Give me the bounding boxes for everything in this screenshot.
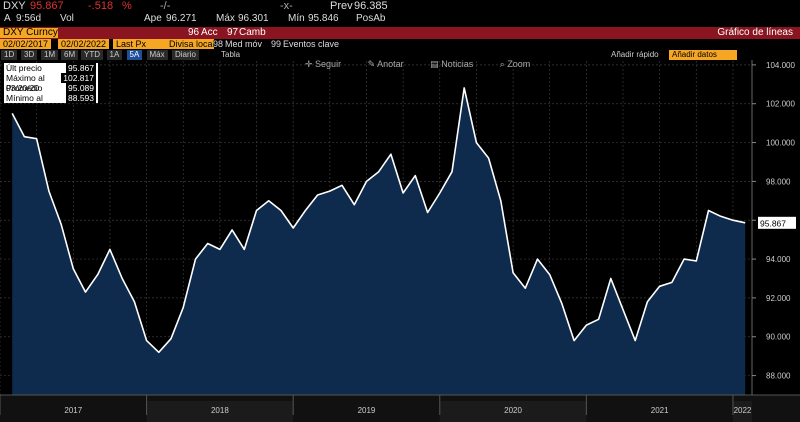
last-price-label: 95.867: [760, 218, 786, 228]
period-row: 1D 3D 1M 6M YTD 1A 5A Máx Diario Tabla Añadir rá…: [0, 50, 800, 60]
stat-row-last: Últ precio 95.867: [4, 63, 98, 73]
period-ytd[interactable]: YTD: [81, 50, 103, 60]
period-1d[interactable]: 1D: [1, 50, 18, 60]
change-pct: %: [122, 0, 132, 12]
period-6m[interactable]: 6M: [61, 50, 79, 60]
stat-label: Últ precio: [6, 63, 42, 73]
year-band: [146, 401, 294, 422]
x-axis-band: [0, 395, 800, 422]
add-data-button[interactable]: Añadir datos: [669, 50, 737, 60]
y-tick-label: 98.000: [766, 177, 791, 186]
controls-row: 02/02/2017 02/02/2022 Last Px Divisa loc…: [0, 39, 800, 50]
stat-value: 88.593: [66, 93, 96, 103]
period-5a[interactable]: 5A: [126, 50, 143, 60]
zoom-button[interactable]: ⌕ Zoom: [499, 59, 531, 69]
prev-value: 96.385: [354, 0, 388, 12]
start-date-field[interactable]: 02/02/2017: [0, 39, 52, 49]
stat-value: 102.817: [61, 73, 96, 83]
action-number-97: 97: [227, 27, 239, 38]
news-label: Noticias: [441, 59, 474, 69]
open-label: Ape: [144, 13, 162, 24]
open-value: 96.271: [166, 13, 197, 24]
currency-selector[interactable]: Divisa local: [166, 39, 215, 49]
year-band: [439, 401, 587, 422]
option-number-99: 99: [271, 39, 282, 49]
option-number-98: 98: [213, 39, 224, 49]
posab-label: PosAb: [356, 13, 386, 24]
news-button[interactable]: ▤ Noticias: [430, 59, 474, 69]
high-value: 96.301: [238, 13, 269, 24]
period-3d[interactable]: 3D: [21, 50, 38, 60]
stat-label: Promedio: [6, 83, 43, 93]
stat-row-average: Promedio 95.089: [4, 83, 98, 93]
price-line: [11, 87, 746, 354]
chart-title: Gráfico de líneas: [717, 27, 793, 38]
table-button[interactable]: Tabla: [221, 50, 241, 59]
x-tick-label: 2020: [504, 406, 522, 415]
change-menu[interactable]: Camb: [239, 27, 266, 38]
action-number-96: 96: [188, 27, 200, 38]
area-fill: [12, 87, 746, 396]
moving-average-toggle[interactable]: Med móv: [225, 39, 263, 49]
low-value: 95.846: [308, 13, 339, 24]
follow-label: Seguir: [315, 59, 342, 69]
key-events-toggle[interactable]: Eventos clave: [283, 39, 340, 49]
y-tick-label: 102.000: [766, 100, 795, 109]
y-tick-label: 100.000: [766, 139, 795, 148]
y-tick-label: 104.000: [766, 61, 795, 70]
stats-legend: Últ precio 95.867 Máximo al 03/20/20 102.8…: [4, 63, 98, 113]
y-tick-label: 90.000: [766, 333, 791, 342]
x-tick-label: 2021: [651, 406, 669, 415]
x-tick-label: 2022: [734, 406, 752, 415]
last-price: 95.867: [30, 0, 64, 12]
prev-label: Prev: [330, 0, 353, 12]
low-label: Mín: [288, 13, 305, 24]
bid-ask-separator: -/-: [160, 0, 171, 12]
stat-row-max: Máximo al 03/20/20 102.817: [4, 73, 98, 93]
size-separator: -x-: [280, 0, 293, 12]
actions-menu[interactable]: Acc: [201, 27, 218, 38]
security-ribbon: DXY Curncy 96 Acc 97 Camb Gráfico de lín…: [0, 27, 800, 39]
ticker: DXY: [3, 0, 26, 12]
year-band: [732, 401, 752, 422]
quick-add-button[interactable]: Añadir rápido: [611, 50, 659, 59]
end-date-field[interactable]: 02/02/2022: [58, 39, 110, 49]
x-tick-label: 2018: [211, 406, 229, 415]
volume-label: Vol: [60, 13, 74, 24]
y-tick-label: 88.000: [766, 372, 791, 381]
chart-toolbar: ✛ Seguir ✎ Anotar ▤ Noticias ⌕ Zoom: [305, 59, 554, 70]
period-1a[interactable]: 1A: [106, 50, 123, 60]
x-tick-label: 2019: [358, 406, 376, 415]
follow-button[interactable]: ✛ Seguir: [305, 59, 342, 69]
y-tick-label: 94.000: [766, 255, 791, 264]
stat-value: 95.089: [66, 83, 96, 93]
annotate-label: Anotar: [377, 59, 404, 69]
high-label: Máx: [216, 13, 235, 24]
stat-row-min: Mínimo al 02/15/18 88.593: [4, 93, 98, 113]
security-field[interactable]: DXY Curncy: [0, 28, 58, 38]
stat-value: 95.867: [66, 63, 96, 73]
quote-time: 9:56d: [16, 13, 42, 24]
dxy-line-chart: 88.00090.00092.00094.00096.00098.000100.…: [0, 60, 800, 422]
stat-label: Mínimo al 02/15/18: [6, 93, 43, 113]
time-prefix: A: [4, 13, 11, 24]
ohlc-row: A 9:56d Vol Ape 96.271 Máx 96.301 Mín 95…: [0, 13, 800, 26]
period-diario[interactable]: Diario: [172, 50, 199, 60]
period-máx[interactable]: Máx: [146, 50, 168, 60]
annotate-button[interactable]: ✎ Anotar: [367, 59, 404, 69]
field-selector[interactable]: Last Px: [113, 39, 167, 49]
quote-header: DXY 95.867 -.518 % -/- -x- Prev 96.385: [0, 0, 800, 13]
period-1m[interactable]: 1M: [41, 50, 59, 60]
net-change: -.518: [88, 0, 114, 12]
last-price-box: [758, 216, 796, 229]
x-tick-label: 2017: [64, 406, 82, 415]
zoom-label: Zoom: [507, 59, 531, 69]
stat-label: Máximo al 03/20/20: [6, 73, 45, 93]
y-tick-label: 92.000: [766, 294, 791, 303]
